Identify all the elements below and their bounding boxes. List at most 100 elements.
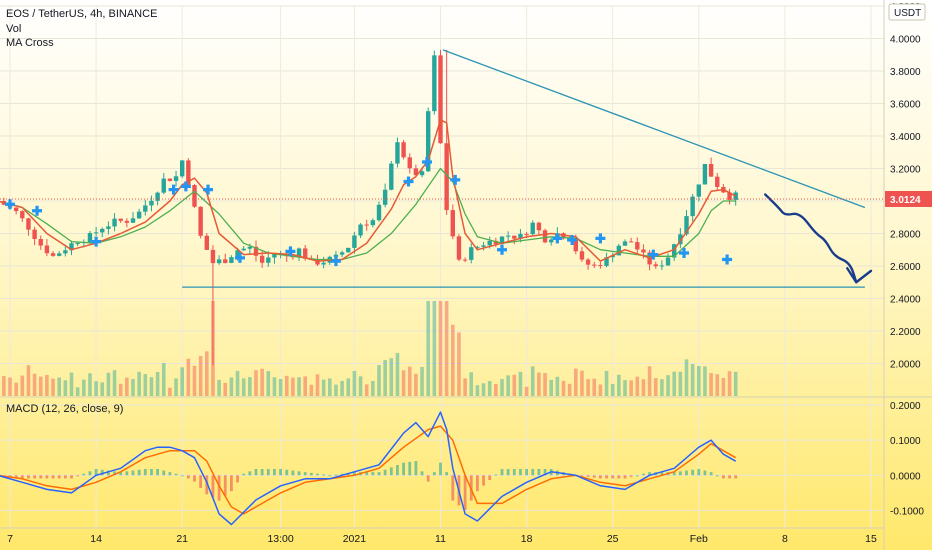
macd-histogram-bar	[230, 475, 233, 492]
candle-body	[346, 247, 351, 253]
candle-body	[419, 171, 425, 176]
candle-body	[13, 207, 19, 212]
macd-histogram-bar	[488, 475, 492, 481]
volume-bar	[420, 366, 424, 396]
price-tick-label: 2.4000	[890, 295, 921, 306]
macd-histogram-bar	[162, 470, 166, 476]
candle-body	[715, 176, 720, 187]
volume-bar	[321, 379, 326, 396]
candle-body	[57, 253, 62, 256]
time-tick-label: 14	[90, 533, 102, 545]
volume-bar	[315, 374, 320, 396]
candle-body	[518, 233, 523, 239]
macd-histogram-bar	[728, 475, 731, 479]
volume-bar	[561, 380, 566, 396]
macd-histogram-bar	[33, 475, 36, 479]
candle-body	[432, 55, 437, 112]
volume-bar	[641, 379, 646, 396]
ma-cross-marker	[168, 184, 179, 195]
volume-bar	[377, 365, 381, 396]
macd-histogram-bar	[63, 475, 67, 479]
ma-cross-marker	[648, 249, 659, 260]
forecast-arrow-head	[846, 267, 873, 284]
volume-bar	[574, 368, 578, 396]
volume-bar	[635, 376, 640, 396]
macd-histogram-bar	[125, 471, 129, 476]
macd-tick-label: 0.0000	[890, 471, 921, 482]
volume-bar	[623, 380, 627, 396]
currency-badge: USDT	[894, 8, 921, 19]
macd-histogram-bar	[353, 472, 356, 476]
volume-bar	[697, 366, 701, 396]
volume-bar	[260, 368, 264, 396]
macd-histogram-bar	[254, 468, 258, 476]
macd-histogram-bar	[642, 473, 645, 476]
macd-histogram-bar	[334, 474, 338, 476]
current-price-badge	[885, 190, 932, 207]
macd-tick-label: -0.1000	[890, 506, 924, 517]
macd-tick-label: 0.1000	[890, 436, 921, 447]
macd-histogram-bar	[279, 468, 282, 476]
volume-bar	[272, 377, 277, 396]
volume-bar	[653, 378, 658, 396]
price-tick-label: 4.0000	[890, 35, 921, 46]
candle-body	[210, 249, 216, 264]
macd-histogram-bar	[174, 473, 178, 476]
volume-bar	[284, 375, 289, 396]
volume-bar	[715, 374, 720, 396]
candle-body	[604, 257, 609, 266]
macd-histogram-bar	[402, 462, 405, 476]
volume-bar	[604, 370, 609, 396]
volume-bar	[512, 374, 517, 396]
volume-bar	[100, 382, 105, 396]
ma-cross-marker	[595, 233, 606, 244]
macd-histogram-bar	[242, 473, 246, 476]
macd-histogram-bar	[445, 472, 449, 476]
symbol-legend[interactable]: EOS / TetherUS, 4h, BINANCE	[6, 8, 158, 20]
volume-bar	[63, 380, 68, 396]
volume-bar	[660, 379, 664, 396]
volume-bar	[617, 374, 621, 396]
candle-body	[130, 218, 136, 223]
candle-body	[708, 163, 714, 177]
candle-body	[413, 168, 419, 176]
volume-bar	[647, 366, 652, 396]
ma-slow-line	[0, 167, 736, 261]
candle-body	[499, 236, 505, 245]
ma-cross-legend[interactable]: MA Cross	[6, 37, 54, 49]
macd-legend[interactable]: MACD (12, 26, close, 9)	[6, 403, 124, 415]
volume-bars	[2, 301, 738, 396]
volume-bar	[328, 378, 332, 396]
volume-bar	[20, 375, 25, 396]
macd-histogram-bar	[648, 472, 651, 476]
volume-bar	[709, 373, 713, 396]
ma-cross-marker	[5, 199, 15, 210]
volume-bar	[383, 360, 387, 396]
volume-legend[interactable]: Vol	[6, 23, 22, 35]
macd-histogram-bar	[623, 475, 627, 479]
candle-body	[198, 206, 203, 236]
time-tick-label: 13:00	[267, 533, 293, 545]
candle-body	[610, 255, 615, 258]
volume-bar	[414, 373, 418, 396]
candle-body	[259, 255, 265, 263]
volume-bar	[666, 375, 670, 396]
volume-bar	[112, 370, 117, 396]
macd-histogram-bar	[506, 468, 510, 476]
grid	[0, 5, 884, 528]
volume-bar	[438, 301, 443, 396]
macd-panel	[0, 411, 738, 526]
price-tick-label: 2.2000	[890, 327, 921, 338]
time-tick-label: 11	[435, 533, 446, 545]
macd-histogram-bar	[605, 475, 608, 479]
volume-bar	[555, 376, 560, 396]
candle-body	[678, 234, 683, 245]
candle-body	[493, 240, 499, 245]
volume-bar	[444, 301, 449, 396]
macd-histogram-bar	[205, 475, 209, 495]
macd-histogram-bar	[70, 475, 73, 479]
volume-bar	[38, 376, 43, 396]
macd-histogram-bar	[322, 474, 326, 476]
macd-histogram-bar	[156, 468, 159, 476]
